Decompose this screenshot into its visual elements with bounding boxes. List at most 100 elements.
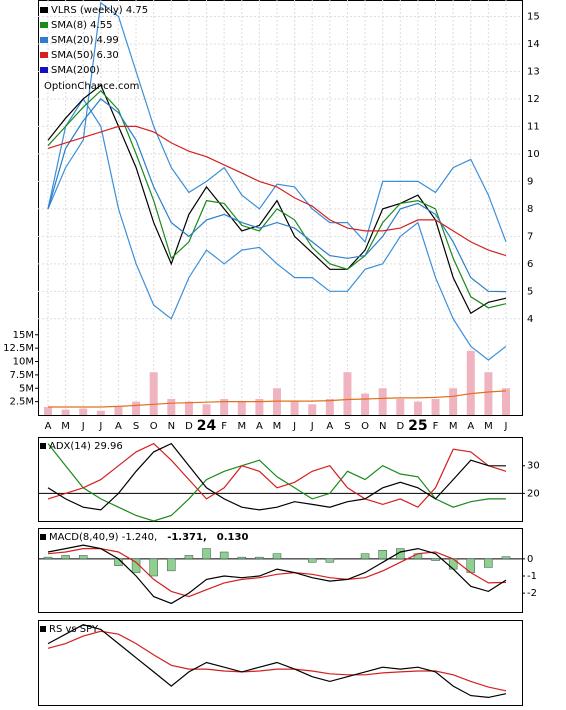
bar (237, 556, 247, 560)
y-tick-label: 15 (527, 11, 540, 22)
x-tick-label: M (237, 421, 246, 432)
y2-tick-label: 7.5M (9, 370, 34, 381)
x-tick-label: A (467, 421, 474, 432)
x-tick-label: F (433, 421, 439, 432)
x-tick-label: M (484, 421, 493, 432)
legend-label: VLRS (weekly) 4.75 (51, 5, 148, 16)
title-swatch (40, 534, 46, 540)
panel-title: ADX(14) 29.96 (49, 441, 123, 452)
bar (184, 401, 193, 415)
y-tick-label: 8 (527, 204, 533, 215)
bar (61, 555, 70, 560)
bar (466, 350, 475, 415)
line (47, 125, 507, 257)
legend-label: SMA(20) 4.99 (51, 35, 119, 46)
bar (202, 548, 211, 560)
watermark: OptionChance.com (44, 81, 139, 92)
y-tick-label: 14 (527, 39, 540, 50)
bar (361, 393, 370, 415)
bar (272, 553, 282, 560)
bar (308, 404, 317, 415)
y-tick-label: 11 (527, 121, 540, 132)
y-tick-label: -2 (527, 588, 537, 599)
legend-swatch (40, 67, 48, 73)
legend-swatch (40, 7, 48, 13)
y-tick-label: 20 (527, 488, 540, 499)
line (47, 442, 507, 508)
line (47, 442, 507, 511)
y-tick-label: 9 (527, 176, 533, 187)
x-tick-label: A (115, 421, 122, 432)
y2-tick-label: 10M (13, 357, 34, 368)
bar (237, 401, 246, 415)
y2-tick-label: 15M (13, 330, 34, 341)
bar (78, 555, 88, 560)
x-tick-label: J (98, 421, 102, 432)
bar (43, 556, 53, 560)
bar (44, 406, 52, 415)
x-tick-label: A (45, 421, 52, 432)
bar (255, 556, 264, 560)
x-tick-label: A (256, 421, 263, 432)
x-tick-label: N (168, 421, 175, 432)
adx-panel (38, 437, 523, 522)
bar (149, 372, 158, 415)
line (47, 84, 507, 315)
bar (431, 558, 440, 561)
legend-swatch (40, 52, 48, 58)
y2-tick-label: 5M (19, 383, 34, 394)
line (47, 630, 507, 692)
title-swatch (40, 626, 46, 632)
legend-label: SMA(200) (51, 65, 100, 76)
annotation: -1.371, (167, 532, 207, 543)
bar (96, 410, 105, 415)
bar (79, 408, 88, 415)
bar (184, 555, 194, 560)
bar (378, 550, 387, 560)
x-tick-label: S (133, 421, 139, 432)
x-tick-label: F (221, 421, 227, 432)
x-tick-label: 25 (408, 418, 427, 434)
bar (501, 556, 511, 560)
annotation: 0.130 (217, 532, 249, 543)
bar (220, 398, 229, 415)
bar (114, 406, 123, 415)
y-tick-label: 13 (527, 66, 540, 77)
legend-label: SMA(50) 6.30 (51, 50, 119, 61)
bar (343, 372, 352, 415)
y2-tick-label: 12.5M (3, 343, 34, 354)
x-tick-label: D (396, 421, 404, 432)
price-panel (38, 0, 523, 416)
x-tick-label: A (326, 421, 333, 432)
line (48, 390, 507, 408)
x-tick-label: J (504, 421, 508, 432)
bar (431, 398, 440, 415)
y-tick-label: 10 (527, 149, 540, 160)
y-tick-label: 30 (527, 461, 540, 472)
bar (325, 398, 334, 415)
x-tick-label: J (81, 421, 85, 432)
y-tick-label: 7 (527, 231, 533, 242)
bar (484, 558, 493, 568)
bar (202, 404, 211, 415)
legend-label: SMA(8) 4.55 (51, 20, 112, 31)
line (47, 624, 507, 699)
bar (167, 558, 176, 572)
line (47, 1, 507, 244)
x-tick-label: N (379, 421, 386, 432)
bar (290, 401, 299, 415)
y-tick-label: 6 (527, 259, 533, 270)
x-tick-label: 24 (197, 418, 217, 434)
x-tick-label: S (344, 421, 350, 432)
line (47, 98, 507, 293)
title-swatch (40, 443, 46, 449)
panel-title: RS vs SPY (49, 624, 99, 635)
x-tick-label: M (61, 421, 70, 432)
bar (255, 398, 264, 415)
bar (219, 551, 229, 560)
x-tick-label: M (273, 421, 282, 432)
bar (360, 553, 370, 560)
x-tick-label: O (150, 421, 158, 432)
legend-swatch (40, 22, 48, 28)
